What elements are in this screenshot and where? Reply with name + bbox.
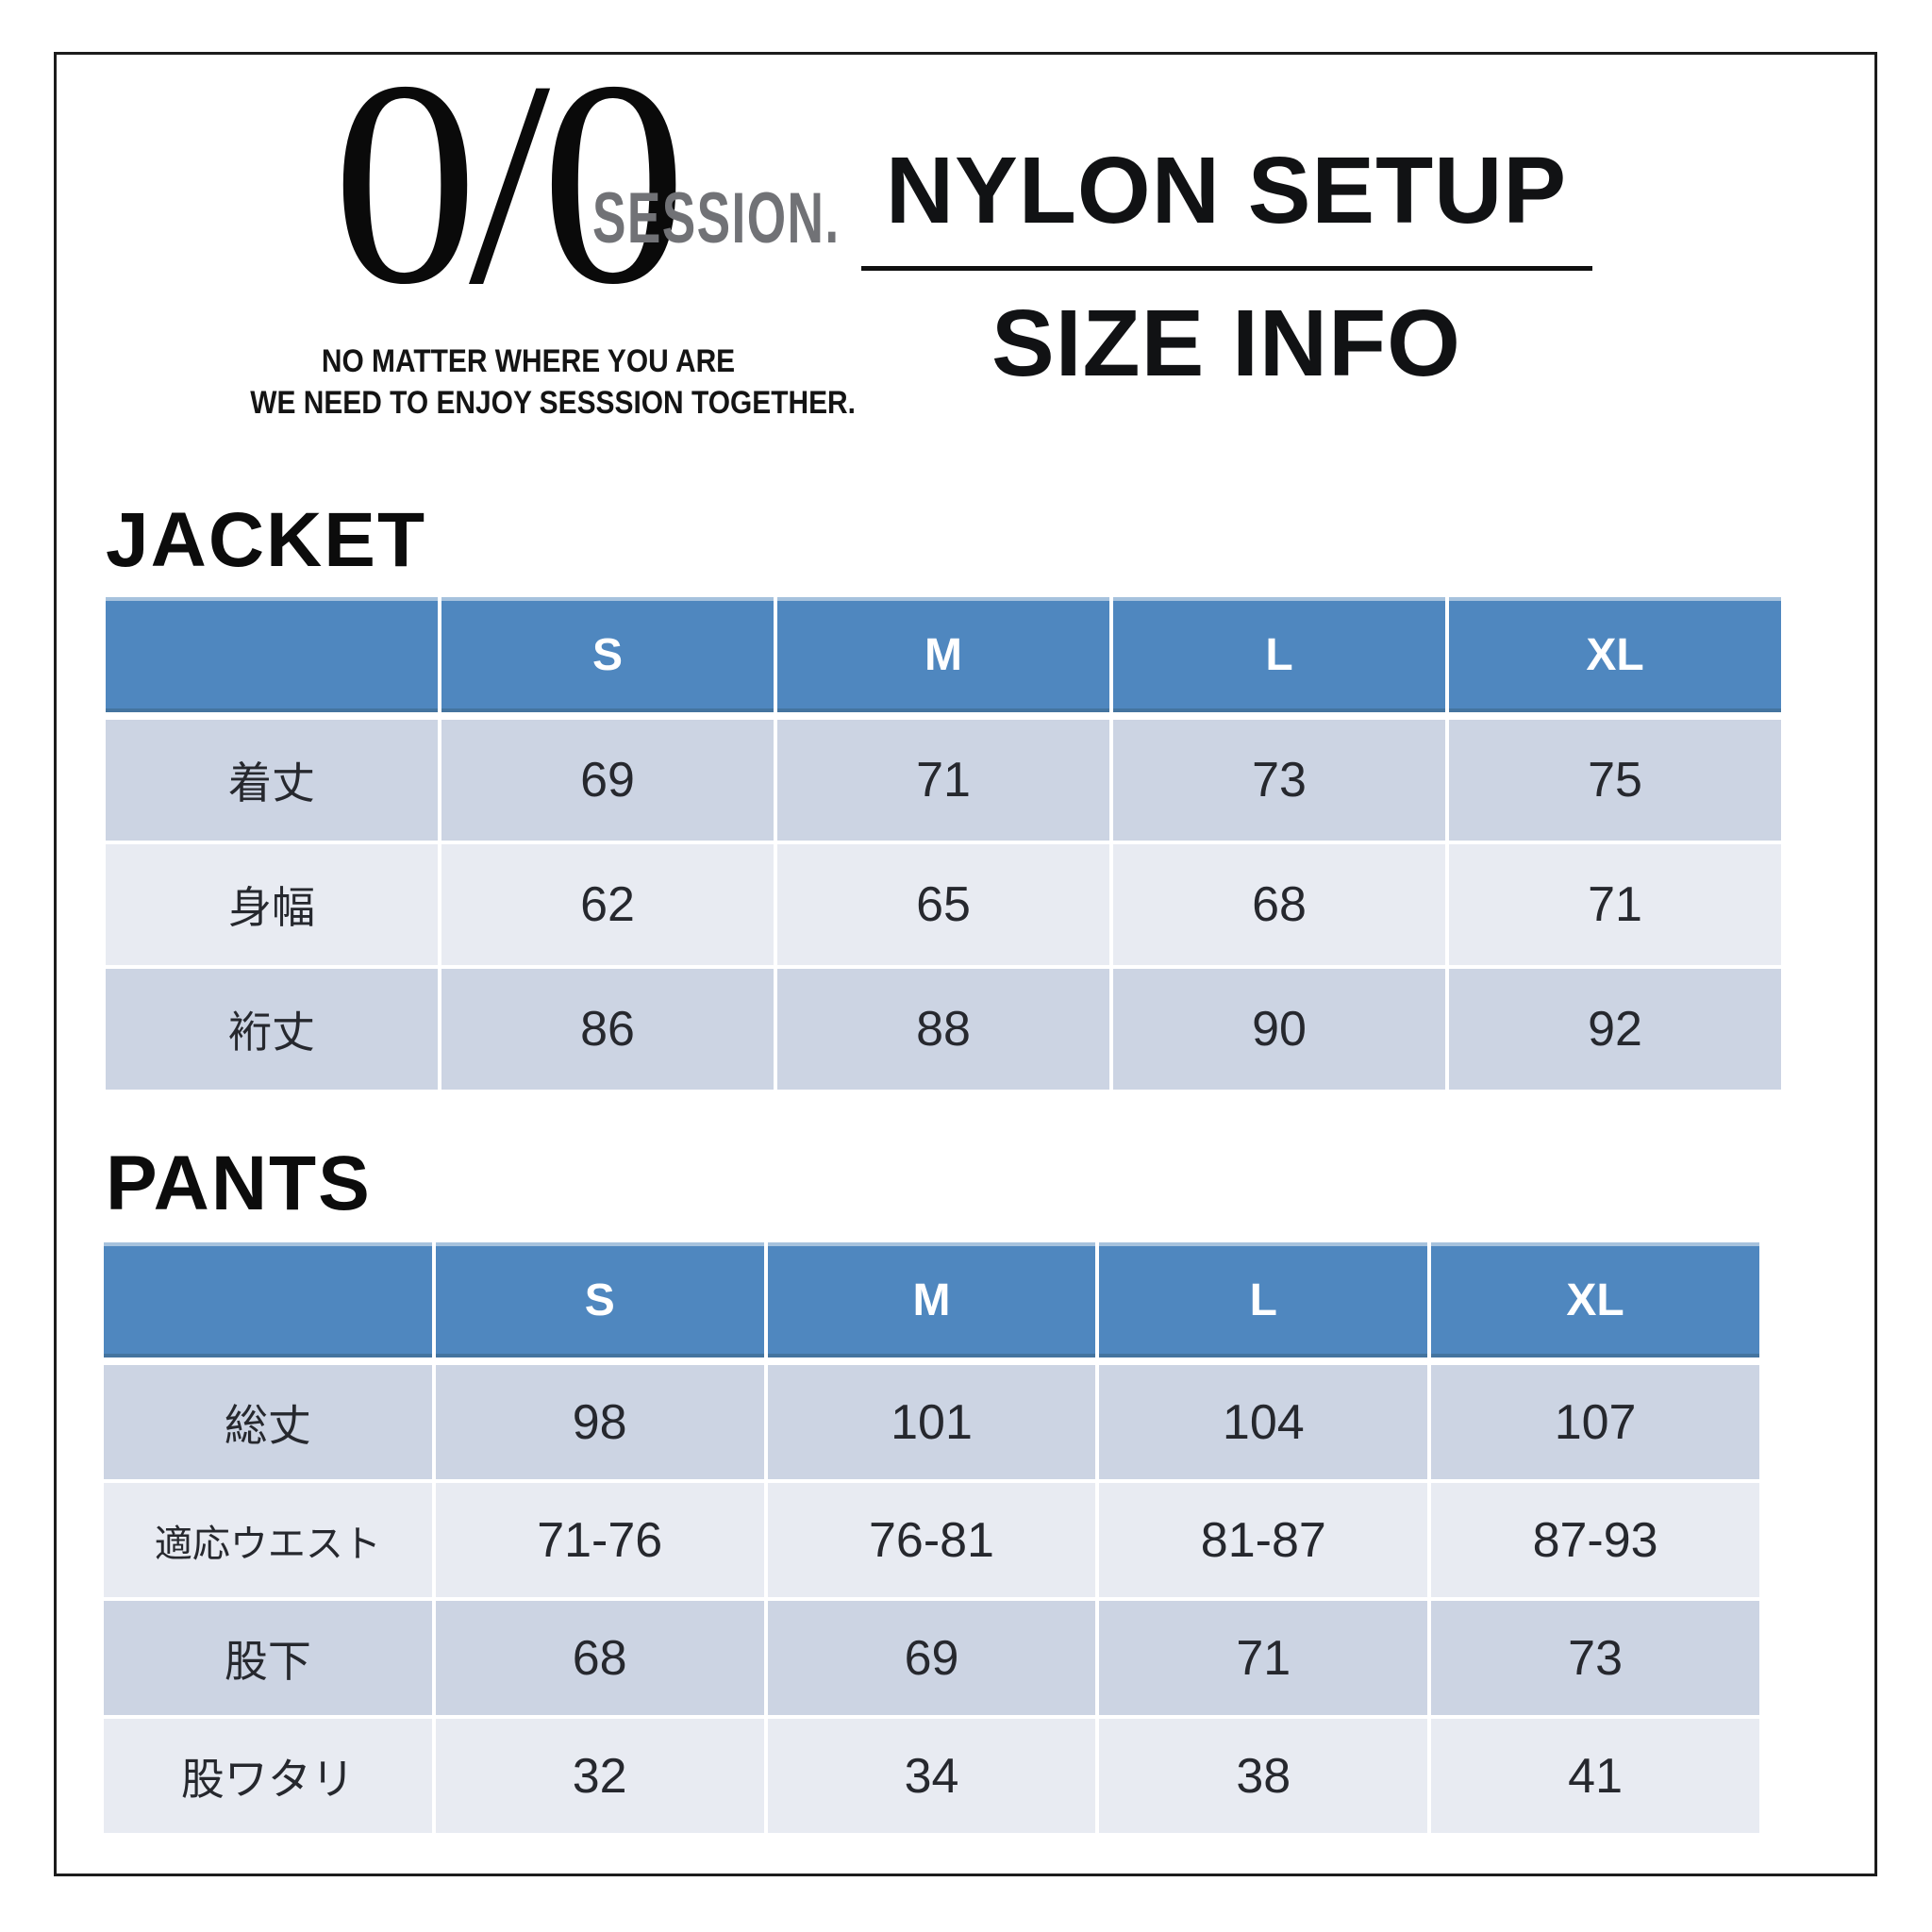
cell-value: 101 <box>767 1365 1096 1479</box>
cell-value: 98 <box>435 1365 764 1479</box>
title-block: NYLON SETUP SIZE INFO <box>849 143 1604 391</box>
cell-value: 81-87 <box>1099 1483 1428 1597</box>
pants-header-size-xl: XL <box>1431 1242 1759 1357</box>
jacket-table-body: 着丈 69 71 73 75 身幅 62 65 68 71 裄丈 86 88 9… <box>106 720 1781 1090</box>
cell-value: 71 <box>1099 1601 1428 1715</box>
cell-value: 68 <box>1113 844 1445 965</box>
cell-value: 73 <box>1431 1601 1759 1715</box>
jacket-header-size-s: S <box>441 597 774 712</box>
table-row-jacket-body-width: 身幅 62 65 68 71 <box>106 844 1781 965</box>
cell-value: 34 <box>767 1719 1096 1833</box>
cell-value: 38 <box>1099 1719 1428 1833</box>
cell-value: 76-81 <box>767 1483 1096 1597</box>
table-row-pants-waist-range: 適応ウエスト 71-76 76-81 81-87 87-93 <box>104 1483 1759 1597</box>
brand-tagline-line2: WE NEED TO ENJOY SESSSION TOGETHER. <box>250 384 856 421</box>
table-row-pants-inseam: 股下 68 69 71 73 <box>104 1601 1759 1715</box>
cell-value: 68 <box>435 1601 764 1715</box>
title-divider <box>860 266 1592 271</box>
cell-value: 90 <box>1113 969 1445 1090</box>
jacket-header-empty-cell <box>106 597 438 712</box>
cell-value: 41 <box>1431 1719 1759 1833</box>
jacket-header-size-l: L <box>1113 597 1445 712</box>
table-row-pants-total-length: 総丈 98 101 104 107 <box>104 1365 1759 1479</box>
cell-value: 71 <box>1449 844 1781 965</box>
table-row-pants-thigh-width: 股ワタリ 32 34 38 41 <box>104 1719 1759 1833</box>
row-label: 股下 <box>104 1601 432 1715</box>
cell-value: 88 <box>777 969 1109 1090</box>
cell-value: 71-76 <box>435 1483 764 1597</box>
cell-value: 69 <box>767 1601 1096 1715</box>
cell-value: 62 <box>441 844 774 965</box>
brand-tagline-line1: NO MATTER WHERE YOU ARE <box>321 343 736 379</box>
cell-value: 32 <box>435 1719 764 1833</box>
row-label: 総丈 <box>104 1365 432 1479</box>
brand-logo-zeros: 0/0 <box>332 22 687 345</box>
table-row-jacket-sleeve-length: 裄丈 86 88 90 92 <box>106 969 1781 1090</box>
pants-table-body: 総丈 98 101 104 107 適応ウエスト 71-76 76-81 81-… <box>104 1365 1759 1833</box>
cell-value: 71 <box>777 720 1109 841</box>
brand-tagline: NO MATTER WHERE YOU ARE WE NEED TO ENJOY… <box>250 341 856 424</box>
brand-logo-session: SESSION. <box>592 178 841 258</box>
row-label: 身幅 <box>106 844 438 965</box>
pants-table-header-row: S M L XL <box>104 1242 1759 1357</box>
cell-value: 86 <box>441 969 774 1090</box>
row-label: 裄丈 <box>106 969 438 1090</box>
cell-value: 107 <box>1431 1365 1759 1479</box>
cell-value: 73 <box>1113 720 1445 841</box>
cell-value: 87-93 <box>1431 1483 1759 1597</box>
row-label: 適応ウエスト <box>104 1483 432 1597</box>
jacket-table-header-row: S M L XL <box>106 597 1781 712</box>
cell-value: 65 <box>777 844 1109 965</box>
product-title: NYLON SETUP <box>885 138 1568 243</box>
pants-header-size-s: S <box>435 1242 764 1357</box>
jacket-size-table: S M L XL 着丈 69 71 73 75 身幅 62 65 68 71 裄… <box>106 597 1781 1090</box>
pants-header-empty-cell <box>104 1242 432 1357</box>
pants-header-size-l: L <box>1099 1242 1428 1357</box>
jacket-header-size-xl: XL <box>1449 597 1781 712</box>
pants-header-size-m: M <box>767 1242 1096 1357</box>
row-label: 股ワタリ <box>104 1719 432 1833</box>
cell-value: 92 <box>1449 969 1781 1090</box>
cell-value: 69 <box>441 720 774 841</box>
row-label: 着丈 <box>106 720 438 841</box>
cell-value: 104 <box>1099 1365 1428 1479</box>
jacket-header-size-m: M <box>777 597 1109 712</box>
pants-section-title: PANTS <box>106 1141 372 1226</box>
cell-value: 75 <box>1449 720 1781 841</box>
table-row-jacket-body-length: 着丈 69 71 73 75 <box>106 720 1781 841</box>
page-subtitle: SIZE INFO <box>991 291 1461 396</box>
pants-size-table: S M L XL 総丈 98 101 104 107 適応ウエスト 71-76 … <box>104 1242 1759 1833</box>
jacket-section-title: JACKET <box>106 497 427 583</box>
